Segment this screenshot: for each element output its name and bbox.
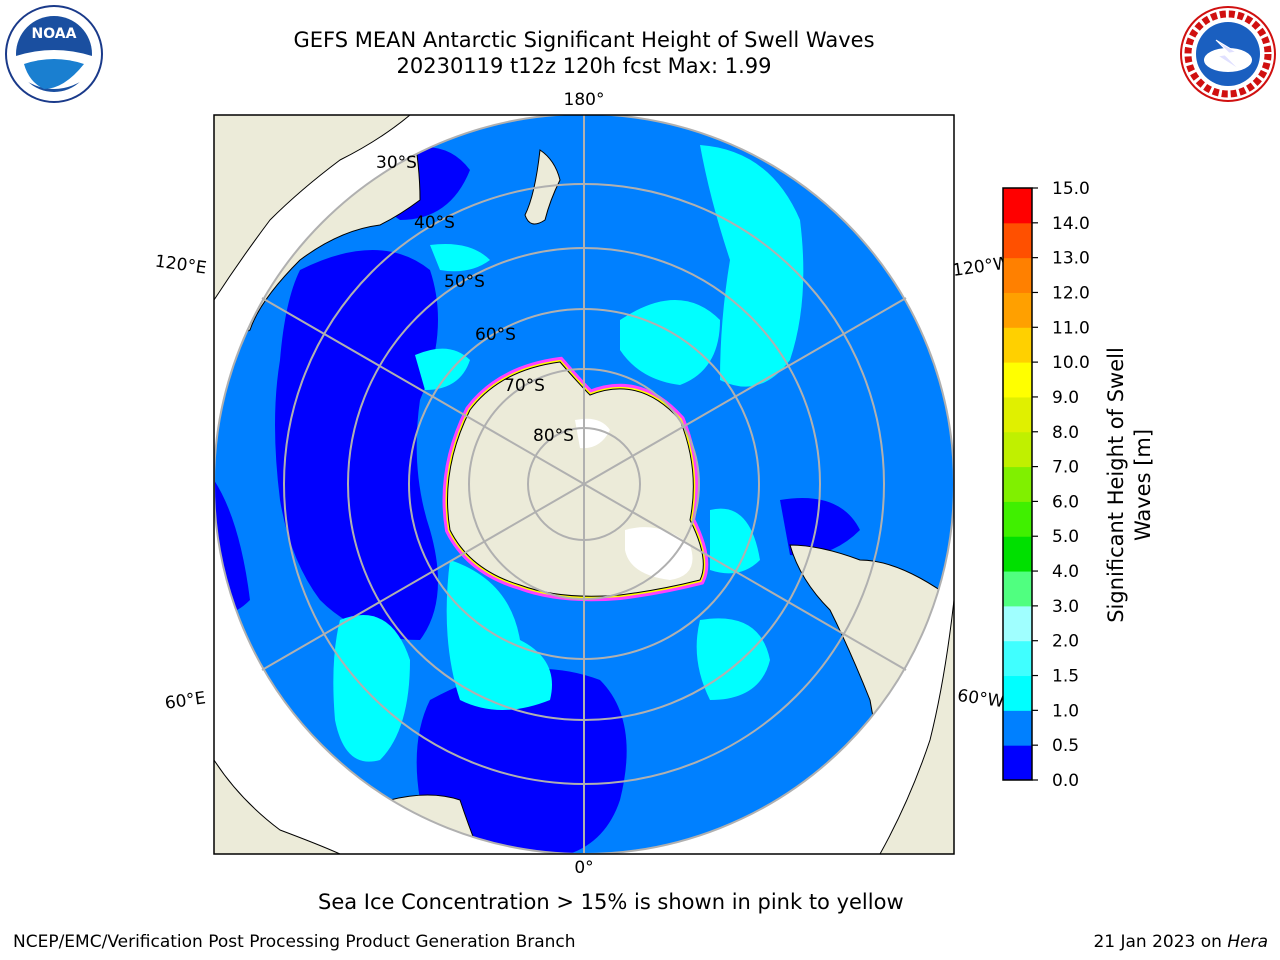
lat-label-70s: 70°S (504, 376, 545, 396)
colorbar-swatch (1003, 501, 1032, 537)
lat-label-80s: 80°S (533, 426, 574, 446)
high-swell-region-upper-left (430, 244, 490, 272)
colorbar-swatch (1003, 292, 1032, 328)
lat-label-30s: 30°S (376, 153, 417, 173)
colorbar-swatch (1003, 257, 1032, 293)
colorbar-tick-label: 11.0 (1052, 318, 1090, 338)
high-swell-region-west-small (415, 348, 470, 390)
footer-credit: NCEP/EMC/Verification Post Processing Pr… (13, 932, 576, 952)
colorbar-swatch (1003, 710, 1032, 746)
high-swell-region-north (700, 145, 804, 387)
lon-label-180: 180° (564, 90, 605, 110)
footer-date: 21 Jan 2023 on Hera (1093, 932, 1268, 952)
colorbar-tick-label: 6.0 (1052, 492, 1079, 512)
lat-label-60s: 60°S (475, 325, 516, 345)
chart-subtitle: 20230119 t12z 120h fcst Max: 1.99 (396, 54, 772, 78)
high-swell-region-center-north (620, 300, 720, 385)
ice-shelf-weddell (625, 527, 693, 580)
colorbar-swatch (1003, 362, 1032, 398)
colorbar-tick-label: 0.0 (1052, 771, 1079, 791)
noaa-logo: NOAA (4, 4, 104, 104)
colorbar-swatch (1003, 675, 1032, 711)
footer-date-text: 21 Jan 2023 on (1093, 932, 1222, 952)
svg-text:NOAA: NOAA (32, 26, 77, 42)
colorbar-swatch (1003, 571, 1032, 607)
colorbar-tick-label: 1.5 (1052, 667, 1079, 687)
colorbar-tick-label: 15.0 (1052, 179, 1090, 199)
colorbar-tick-label: 2.0 (1052, 632, 1079, 652)
colorbar-swatch (1003, 640, 1032, 677)
map-frame (213, 114, 955, 855)
colorbar-tick-label: 13.0 (1052, 249, 1090, 269)
colorbar-swatch (1003, 396, 1032, 433)
lon-label-0: 0° (574, 858, 593, 878)
colorbar-swatch (1003, 605, 1032, 642)
colorbar-swatch (1003, 431, 1032, 468)
colorbar-tick-label: 3.0 (1052, 597, 1079, 617)
colorbar-label-line2: Waves [m] (1131, 429, 1155, 541)
africa-corner (214, 759, 341, 854)
colorbar-swatch (1003, 327, 1032, 363)
colorbar-tick-label: 4.0 (1052, 562, 1079, 582)
high-swell-region-east (710, 508, 760, 574)
colorbar-swatch (1003, 466, 1032, 502)
colorbar-tick-label: 14.0 (1052, 214, 1090, 234)
colorbar-tick-label: 1.0 (1052, 701, 1079, 721)
colorbar-swatch (1003, 188, 1032, 224)
colorbar-tick-label: 7.0 (1052, 458, 1079, 478)
lat-label-50s: 50°S (444, 272, 485, 292)
colorbar-tick-label: 10.0 (1052, 353, 1090, 373)
colorbar-swatch (1003, 222, 1032, 259)
low-swell-region-atlantic (416, 668, 627, 854)
nws-logo (1178, 4, 1278, 104)
colorbar-swatch (1003, 536, 1032, 572)
australia-corner (214, 115, 411, 301)
high-swell-region-south-center (446, 560, 552, 710)
sea-ice-note: Sea Ice Concentration > 15% is shown in … (318, 890, 904, 914)
south-america-corner (879, 599, 954, 854)
colorbar-tick-label: 5.0 (1052, 527, 1079, 547)
low-swell-region-east (780, 498, 860, 556)
colorbar-tick-label: 9.0 (1052, 388, 1079, 408)
colorbar-label-line1: Significant Height of Swell (1104, 347, 1128, 623)
colorbar-swatch (1003, 745, 1032, 781)
colorbar-tick-label: 0.5 (1052, 736, 1079, 756)
lat-label-40s: 40°S (414, 213, 455, 233)
longitude-lines (261, 115, 907, 854)
colorbar-tick-label: 8.0 (1052, 423, 1079, 443)
chart-title: GEFS MEAN Antarctic Significant Height o… (293, 28, 875, 52)
colorbar-tick-label: 12.0 (1052, 283, 1090, 303)
high-swell-region-south-left (333, 615, 410, 762)
colorbar-frame (1002, 187, 1033, 781)
footer-host: Hera (1227, 932, 1268, 952)
